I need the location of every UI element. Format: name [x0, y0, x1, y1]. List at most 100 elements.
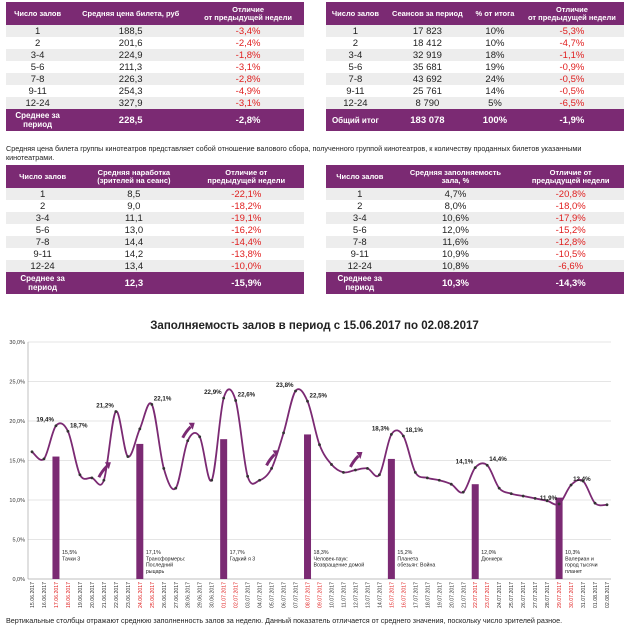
data-point — [389, 433, 393, 436]
bar-label: 15,5% Тачки 3 — [62, 550, 80, 562]
table-header-cell: Отличие от предыдущей недели — [192, 2, 304, 25]
table-row: 3-4 32 919 18% -1,1% — [326, 49, 624, 61]
x-tick-label: 22.06.2017 — [114, 582, 120, 608]
x-tick-label: 20.07.2017 — [449, 582, 455, 608]
table-cell: 188,5 — [69, 25, 193, 37]
table-header-cell: Средняя заполняемость зала, % — [393, 165, 518, 188]
table-header-cell: % от итога — [470, 2, 520, 25]
x-tick-label: 23.07.2017 — [485, 582, 491, 608]
x-tick-label: 13.07.2017 — [365, 582, 371, 608]
table-row: 9-11 10,9% -10,5% — [326, 248, 624, 260]
table-cell: 3-4 — [6, 212, 80, 224]
table-header-cell: Сеансов за период — [384, 2, 470, 25]
data-point — [186, 439, 190, 443]
table-cell: 32 919 — [384, 49, 470, 61]
data-point — [42, 457, 46, 461]
table-cell: 1 — [6, 25, 70, 37]
trend-arrow-icon — [265, 453, 276, 467]
table-cell: 3-4 — [326, 212, 394, 224]
y-tick-label: 10,0% — [9, 498, 25, 504]
table-cell: -18,2% — [231, 200, 262, 212]
trend-arrow-icon — [97, 465, 108, 478]
table-cell: 9-11 — [346, 85, 365, 97]
data-point — [282, 431, 285, 435]
table-footer-row: Среднее за период 10,3% -14,3% — [326, 272, 624, 294]
data-point — [66, 429, 70, 433]
data-point — [342, 470, 345, 474]
table-cell: -12,8% — [517, 236, 624, 248]
x-tick-label: 16.07.2017 — [401, 582, 407, 608]
table-cell: -3,4% — [192, 25, 304, 37]
x-tick-label: 27.07.2017 — [533, 582, 539, 608]
table-cell: 1 — [6, 188, 80, 200]
table-row: 1 4,7% -20,8% — [326, 188, 624, 200]
table-header-cell: Число залов — [326, 2, 385, 25]
table-cell: -2,4% — [235, 37, 261, 49]
table-footer-cell: -14,3% — [517, 272, 624, 294]
table-cell: 14% — [485, 85, 505, 97]
x-tick-label: 25.06.2017 — [150, 582, 156, 608]
table-cell: 11,1 — [79, 212, 189, 224]
data-point — [306, 399, 309, 403]
data-point — [150, 403, 154, 406]
bar-label: 17,1% Трансформеры: Последний рыцарь — [146, 550, 185, 575]
table-cell: -1,8% — [192, 49, 304, 61]
x-tick-label: 20.06.2017 — [90, 582, 96, 608]
x-tick-label: 27.06.2017 — [174, 582, 180, 608]
table-cell: -0,5% — [519, 73, 624, 85]
table-cell: 2 — [39, 200, 46, 212]
table-row: 3-4 10,6% -17,9% — [326, 212, 624, 224]
table-cell: 3-4 — [6, 49, 70, 61]
point-value-label: 23,8% — [276, 382, 294, 389]
table-cell: 9-11 — [33, 248, 52, 260]
table-cell: -4,7% — [559, 37, 585, 49]
table-row: 12-24 8 790 5% -6,5% — [326, 97, 624, 109]
data-point — [294, 389, 297, 393]
point-value-label: 12,4% — [573, 476, 591, 483]
data-point — [461, 490, 465, 494]
x-tick-label: 10.07.2017 — [329, 582, 335, 608]
data-point — [605, 503, 609, 507]
x-tick-label: 23.06.2017 — [126, 582, 132, 608]
data-point — [174, 486, 178, 490]
table-footer-cell: -1,9% — [519, 109, 624, 131]
data-point — [354, 468, 357, 472]
bar-week-average — [220, 439, 228, 579]
x-tick-label: 31.07.2017 — [581, 582, 587, 608]
x-tick-label: 01.08.2017 — [593, 582, 599, 608]
data-point — [318, 443, 321, 447]
point-value-label: 22,6% — [238, 391, 256, 398]
table-cell: 327,9 — [69, 97, 193, 109]
table-cell: -16,2% — [231, 224, 262, 236]
table-cell: 201,6 — [118, 37, 143, 49]
attendance-table: Число залов Средняя наработка (зрителей на… — [6, 165, 304, 294]
table-header-cell: Число залов — [326, 165, 394, 188]
table-cell: 8 790 — [384, 97, 470, 109]
data-point — [114, 410, 118, 413]
point-value-label: 18,1% — [405, 427, 423, 434]
table-cell: 19% — [485, 61, 505, 73]
table-footer-cell: Среднее за период — [6, 109, 70, 131]
table-cell: 25 761 — [412, 85, 442, 97]
table-cell: 12-24 — [6, 260, 80, 272]
x-tick-label: 01.07.2017 — [222, 582, 228, 608]
x-tick-label: 04.07.2017 — [258, 582, 264, 608]
table-cell: 9-11 — [350, 248, 369, 260]
table-cell: -15,2% — [555, 224, 586, 236]
data-point — [569, 483, 573, 487]
data-point — [366, 467, 369, 470]
x-tick-label: 18.07.2017 — [425, 582, 431, 608]
x-tick-label: 12.07.2017 — [353, 582, 359, 608]
table-cell: 18 412 — [412, 37, 442, 49]
y-tick-label: 30,0% — [9, 340, 25, 346]
y-tick-label: 20,0% — [9, 419, 25, 425]
bar-week-average — [304, 434, 312, 579]
data-point — [401, 434, 405, 438]
table-cell: 9,0 — [127, 200, 141, 212]
bar-label: 15,2% Планета обезьян: Война — [397, 550, 435, 569]
ticket-price-table: Число залов Средняя цена билета, руб Отлич… — [6, 2, 304, 131]
table-cell: 14,2 — [124, 248, 144, 260]
table-footer-cell: Общий итог — [326, 109, 385, 131]
table-footer-row: Общий итог 183 078 100% -1,9% — [326, 109, 624, 131]
table-row: 2 9,0 -18,2% — [6, 200, 304, 212]
